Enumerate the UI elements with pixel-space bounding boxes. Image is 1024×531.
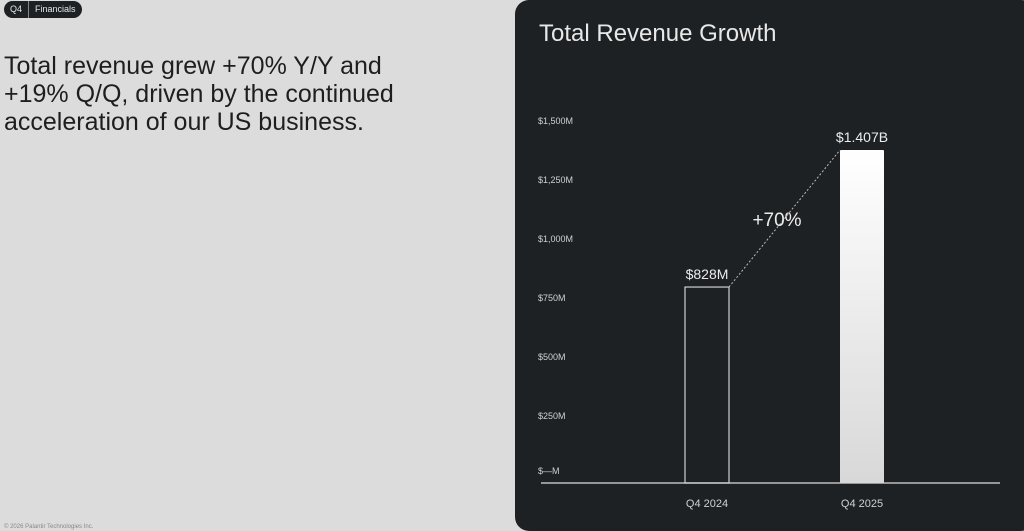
x-tick-label: Q4 2025	[841, 498, 883, 510]
y-tick-label: $250M	[538, 411, 566, 421]
x-tick-label: Q4 2024	[686, 498, 728, 510]
tag-section: Financials	[35, 4, 76, 14]
y-tick-label: $750M	[538, 293, 566, 303]
growth-connector	[728, 149, 841, 288]
y-tick-label: $1,250M	[538, 175, 573, 185]
chart-title: Total Revenue Growth	[539, 20, 777, 47]
tag-divider	[28, 1, 30, 18]
data-label: $1.407B	[836, 129, 888, 145]
growth-annotation: +70%	[752, 210, 801, 231]
tag-quarter: Q4	[10, 4, 23, 14]
bar-q4-2025	[840, 150, 884, 483]
revenue-chart: $—M $250M $500M $750M $1,000M $1,250M $1,500M $…	[538, 116, 1000, 510]
y-tick-label: $500M	[538, 352, 566, 362]
y-tick-label: $1,000M	[538, 234, 573, 244]
section-tag: Q4 Financials	[4, 1, 82, 18]
headline: Total revenue grew +70% Y/Y and +19% Q/Q…	[4, 52, 394, 136]
data-label: $828M	[686, 266, 729, 282]
y-tick-label: $1,500M	[538, 116, 573, 126]
y-tick-label: $—M	[538, 466, 560, 476]
bar-q4-2024	[684, 286, 730, 484]
copyright: © 2026 Palantir Technologies Inc.	[4, 524, 94, 530]
chart-panel: Total Revenue Growth $—M $250M $500M $750M $…	[515, 0, 1024, 531]
